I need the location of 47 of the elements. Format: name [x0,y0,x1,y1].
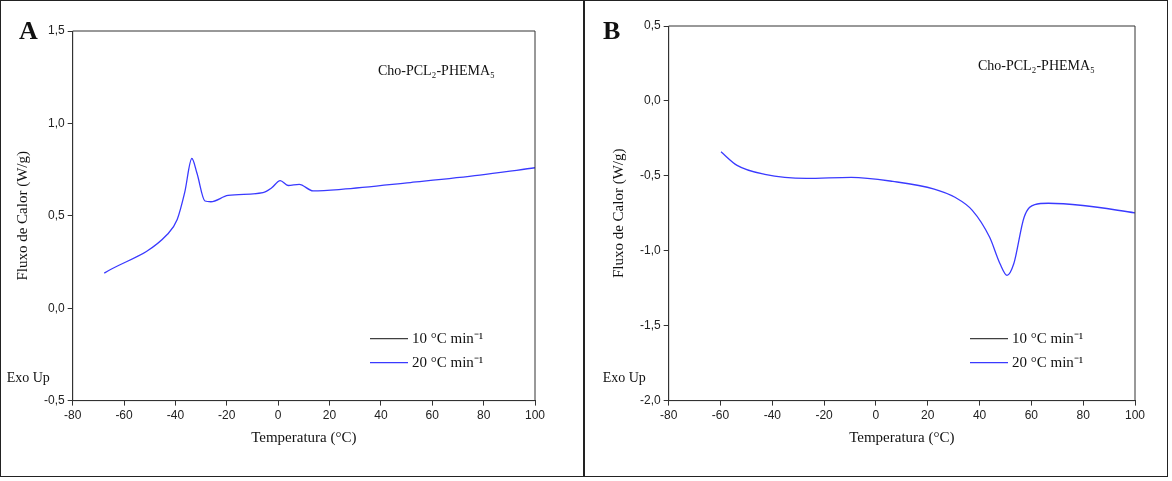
x-tick-label: -20 [218,408,236,423]
x-axis-title: Temperatura (°C) [849,429,955,447]
text: Exo Up [6,370,50,386]
line-series [720,151,1135,276]
x-tick-label: 40 [374,408,388,423]
legend-label: 20 °C min⁻¹ [412,353,484,370]
x-tick-label: 100 [1124,408,1146,423]
y-tick-label: -1,5 [639,317,661,332]
annotation: Cho-PCL₂-PHEMA₅ [377,62,496,78]
legend-label: 10 °C min⁻¹ [412,329,484,346]
x-tick-label: -60 [115,408,134,423]
x-tick-label: -20 [815,408,834,423]
x-tick-label: 60 [425,408,440,423]
x-tick-label: -40 [166,408,185,423]
annotation: Cho-PCL₂-PHEMA₅ [977,57,1096,73]
y-axis-title: Fluxo de Calor (W/g) [13,151,31,281]
y-tick-label: -0,5 [639,168,661,183]
y-tick-label: 0,0 [643,93,661,108]
x-tick-label: 80 [1076,408,1091,423]
x-tick-label: -80 [660,408,678,423]
y-tick-label: -1,0 [639,243,661,258]
x-tick-label: 20 [322,408,337,423]
y-tick-label: -2,0 [639,392,661,407]
line-series [103,157,535,274]
y-tick-label: 0,5 [643,18,661,33]
y-tick-label: 1,5 [47,23,65,38]
y-axis-title: Fluxo de Calor (W/g) [609,148,627,279]
x-tick-label: -40 [763,408,782,423]
chart-title: B [603,15,621,45]
x-tick-label: 20 [921,408,935,423]
x-tick-label: -80 [64,408,82,423]
chart-title: A [19,15,38,45]
legend-label: 10 °C min⁻¹ [1012,329,1084,346]
x-tick-label: 80 [476,408,491,423]
x-tick-label: 40 [972,408,987,423]
x-axis-title: Temperatura (°C) [251,429,357,447]
x-tick-label: 100 [524,408,546,423]
x-tick-label: 60 [1024,408,1039,423]
y-tick-label: 0,0 [47,300,65,315]
y-tick-label: 1,0 [47,115,65,130]
y-tick-label: -0,5 [43,392,65,407]
y-tick-label: 0,5 [47,208,65,223]
x-tick-label: 0 [274,408,282,423]
x-tick-label: 0 [872,408,880,423]
x-tick-label: -60 [711,408,730,423]
text: Exo Up [602,370,646,386]
legend-label: 20 °C min⁻¹ [1012,353,1084,370]
